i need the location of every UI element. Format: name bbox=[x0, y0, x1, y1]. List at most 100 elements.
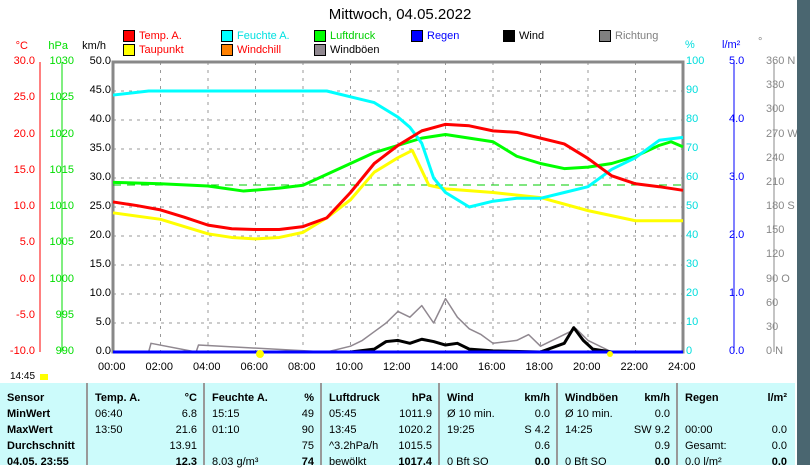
column-divider bbox=[203, 383, 205, 465]
table-cell: 0.0 bbox=[534, 408, 550, 420]
legend-swatch bbox=[123, 44, 135, 56]
axis-label: °C bbox=[15, 40, 28, 52]
axis-label: 50.0 bbox=[89, 55, 111, 67]
table-cell: % bbox=[304, 392, 314, 404]
axis-label: -10.0 bbox=[9, 345, 35, 357]
table-cell: Temp. A. bbox=[95, 392, 141, 404]
axis-label: -5.0 bbox=[16, 308, 35, 321]
axis-label: 0 bbox=[686, 345, 693, 357]
axis-label: ° bbox=[758, 36, 763, 48]
axis-label: 90 bbox=[686, 84, 699, 96]
axis-label: 20:00 bbox=[573, 361, 601, 373]
axis-label: 70 bbox=[686, 142, 699, 154]
table-cell: Ø 10 min. bbox=[447, 408, 495, 420]
table-cell: Windböen bbox=[565, 392, 619, 404]
axis-label: 180 S bbox=[766, 200, 795, 212]
axis-label: 16:00 bbox=[478, 361, 506, 373]
series-temp-a- bbox=[112, 122, 684, 231]
axis-label: 330 bbox=[766, 79, 785, 92]
axis-label: 30.0 bbox=[13, 55, 35, 67]
axis-label: 04:00 bbox=[193, 361, 221, 373]
axis-label: 00:00 bbox=[98, 361, 126, 373]
table-cell: 0.0 bbox=[771, 456, 787, 468]
axis-label: 150 bbox=[766, 224, 785, 237]
axis-label: 30.0 bbox=[89, 171, 111, 183]
column-divider bbox=[438, 383, 440, 465]
axis-label: 10:00 bbox=[335, 361, 364, 373]
legend-label: Taupunkt bbox=[139, 44, 184, 56]
legend-label: Regen bbox=[427, 30, 460, 42]
series-luftdruck bbox=[112, 133, 684, 193]
axis-label: 1020 bbox=[49, 127, 74, 140]
axis-label: km/h bbox=[82, 40, 106, 52]
axis-label: 20.0 bbox=[89, 229, 111, 241]
axis-label: 35.0 bbox=[89, 142, 111, 154]
legend-item: Taupunkt bbox=[123, 44, 184, 56]
table-cell: 06:40 bbox=[95, 408, 123, 420]
axis-label: 5.0 bbox=[95, 316, 111, 328]
table-cell: 13.91 bbox=[169, 440, 197, 452]
table-cell: MaxWert bbox=[7, 424, 53, 436]
current-time-marker bbox=[40, 374, 48, 380]
axis-label: 4.0 bbox=[729, 113, 745, 125]
legend-swatch bbox=[123, 30, 135, 42]
axis-label: 0.0 bbox=[729, 345, 745, 357]
table-cell: 13:50 bbox=[95, 424, 123, 436]
table-cell: km/h bbox=[524, 392, 550, 404]
axis-label: 90 O bbox=[766, 272, 790, 285]
axis-label: 1030 bbox=[49, 55, 74, 67]
table-cell: Luftdruck bbox=[329, 392, 380, 404]
sunset-icon bbox=[607, 351, 613, 357]
axis-label: 60 bbox=[686, 171, 699, 183]
axis-label: 1010 bbox=[49, 200, 74, 212]
axis-label: 02:00 bbox=[145, 361, 174, 373]
table-cell: 05:45 bbox=[329, 408, 357, 420]
table-cell: hPa bbox=[411, 392, 432, 404]
axis-label: 15.0 bbox=[13, 163, 35, 176]
table-cell: S 4.2 bbox=[524, 424, 550, 436]
scrollbar[interactable] bbox=[797, 0, 810, 465]
table-cell: 1017.4 bbox=[398, 456, 432, 468]
axis-label: 20 bbox=[686, 287, 699, 299]
axis-label: 24:00 bbox=[668, 361, 696, 373]
column-divider bbox=[676, 383, 678, 465]
legend-label: Windböen bbox=[330, 44, 380, 56]
axis-label: 15.0 bbox=[89, 258, 111, 270]
axis-label: 30 bbox=[686, 258, 699, 270]
axis-label: 80 bbox=[686, 113, 699, 125]
axis-label: 14:00 bbox=[430, 361, 459, 373]
axis-label: 1.0 bbox=[729, 287, 745, 299]
legend-swatch bbox=[503, 30, 515, 42]
legend-swatch bbox=[221, 44, 233, 56]
legend-swatch bbox=[599, 30, 611, 42]
axis-label: 270 W bbox=[766, 127, 798, 140]
legend-label: Wind bbox=[519, 30, 545, 42]
table-cell: 0.0 bbox=[771, 440, 787, 452]
axis-label: 20.0 bbox=[13, 127, 35, 140]
axis-label: 12:00 bbox=[383, 361, 411, 373]
axis-label: 1025 bbox=[49, 91, 74, 104]
table-cell: km/h bbox=[644, 392, 670, 404]
sunrise-icon bbox=[256, 350, 264, 358]
legend-swatch bbox=[314, 30, 326, 42]
axis-label: 40 bbox=[686, 229, 699, 241]
legend-label: Luftdruck bbox=[330, 30, 376, 42]
table-cell: 13:45 bbox=[329, 424, 357, 436]
legend-item: Wind bbox=[503, 30, 544, 42]
legend-label: Feuchte A. bbox=[237, 30, 290, 42]
axis-label: 360 N bbox=[766, 55, 796, 67]
table-cell: 0.0 bbox=[654, 408, 670, 420]
legend-item: Luftdruck bbox=[314, 30, 375, 42]
table-cell: °C bbox=[184, 392, 197, 404]
axis-label: 10 bbox=[686, 316, 699, 328]
table-cell: 0.0 bbox=[771, 424, 787, 436]
axis-label: 18:00 bbox=[525, 361, 554, 373]
legend-item: Regen bbox=[411, 30, 459, 42]
column-divider bbox=[86, 383, 88, 465]
legend-label: Temp. A. bbox=[139, 30, 182, 42]
current-time: 14:45 bbox=[10, 371, 36, 382]
axis-label: 08:00 bbox=[288, 361, 316, 373]
axis-label: 990 bbox=[55, 345, 74, 357]
axis-label: 30 bbox=[766, 320, 779, 333]
axis-label: 25.0 bbox=[89, 200, 111, 212]
